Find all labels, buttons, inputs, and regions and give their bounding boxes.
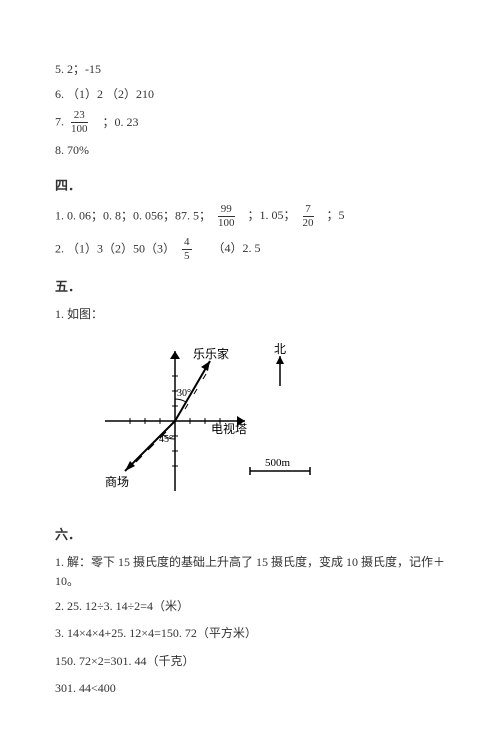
- tick-home-2: [194, 389, 197, 394]
- label-scale: 500m: [265, 457, 291, 469]
- s4-l1-pre: 1. 0. 06；0. 8；0. 056；87. 5；: [55, 208, 211, 222]
- ans-7-pre: 7.: [55, 115, 67, 129]
- s6-line5: 301. 44<400: [55, 679, 445, 698]
- s4-l1-frac1: 99 100: [218, 204, 235, 229]
- s6-line2: 2. 25. 12÷3. 14÷2=4（米）: [55, 597, 445, 616]
- s4-l1-post: ；5: [327, 208, 345, 222]
- label-angle-45: 45°: [159, 434, 173, 445]
- section-4-line1: 1. 0. 06；0. 8；0. 056；87. 5； 99 100 ；1. 0…: [55, 204, 445, 229]
- figure-container: 30° 45° 乐乐家 电视塔 商场 北 500m: [75, 336, 445, 510]
- s6-line4: 150. 72×2=301. 44（千克）: [55, 652, 445, 671]
- s6-line1: 1. 解：零下 15 摄氏度的基础上升高了 15 摄氏度，变成 10 摄氏度，记…: [55, 553, 445, 591]
- label-home: 乐乐家: [193, 346, 229, 361]
- s4-l2-frac-num: 4: [182, 237, 192, 250]
- ans-7-frac-num: 23: [71, 110, 88, 123]
- ans-7-frac: 23 100: [71, 110, 88, 135]
- north-arrow-head: [276, 356, 284, 364]
- s4-l2-frac: 4 5: [182, 237, 192, 262]
- label-tower: 电视塔: [211, 421, 247, 436]
- tick-home-3: [203, 374, 206, 379]
- s4-l1-mid: ；1. 05；: [248, 208, 296, 222]
- label-north: 北: [274, 342, 286, 356]
- s6-line3: 3. 14×4×4+25. 12×4=150. 72（平方米）: [55, 624, 445, 643]
- ans-6: 6. （1）2 （2）210: [55, 85, 445, 104]
- ans-7: 7. 23 100 ；0. 23: [55, 110, 445, 135]
- arrow-to-home: [201, 361, 210, 371]
- s4-l1-frac1-den: 100: [218, 217, 235, 229]
- page-container: 5. 2；-15 6. （1）2 （2）210 7. 23 100 ；0. 23…: [0, 0, 500, 734]
- section-4-line2: 2. （1）3（2）50（3） 4 5 （4）2. 5: [55, 237, 445, 262]
- s4-l1-frac2-den: 20: [303, 217, 314, 229]
- section-6-title: 六．: [55, 524, 445, 543]
- section-5-line1: 1. 如图：: [55, 305, 445, 324]
- ans-8: 8. 70%: [55, 141, 445, 160]
- ans-5: 5. 2；-15: [55, 60, 445, 79]
- s4-l1-frac1-num: 99: [218, 204, 235, 217]
- section-5-title: 五．: [55, 276, 445, 295]
- s4-l1-frac2: 7 20: [303, 204, 314, 229]
- section-4-title: 四．: [55, 175, 445, 194]
- label-mall: 商场: [105, 474, 129, 489]
- s4-l1-frac2-num: 7: [303, 204, 314, 217]
- direction-diagram: 30° 45° 乐乐家 电视塔 商场 北 500m: [75, 336, 335, 506]
- s4-l2-pre: 2. （1）3（2）50（3）: [55, 241, 175, 255]
- ans-7-frac-den: 100: [71, 123, 88, 135]
- s4-l2-frac-den: 5: [182, 250, 192, 262]
- s4-l2-post: （4）2. 5: [213, 241, 261, 255]
- label-angle-30: 30°: [177, 388, 191, 399]
- arc-30: [175, 399, 186, 402]
- y-axis-arrow: [170, 351, 180, 359]
- ans-7-post: ；0. 23: [103, 115, 139, 129]
